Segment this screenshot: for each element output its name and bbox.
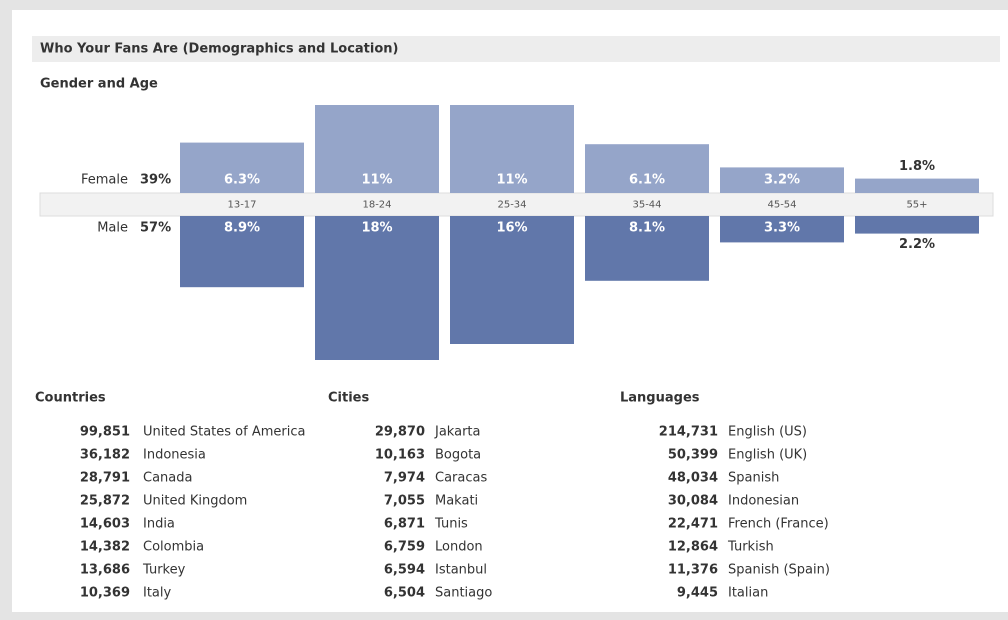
bar bbox=[450, 216, 574, 344]
series-name: Male bbox=[97, 221, 128, 236]
bar bbox=[855, 178, 979, 193]
header-bar bbox=[32, 36, 1000, 62]
bar-label: 11% bbox=[496, 173, 527, 188]
list-name: London bbox=[435, 540, 483, 555]
list-title: Languages bbox=[620, 391, 700, 406]
list-count: 28,791 bbox=[80, 471, 130, 486]
list-name: Makati bbox=[435, 494, 478, 509]
list-name: Colombia bbox=[143, 540, 204, 555]
list-count: 7,974 bbox=[384, 471, 425, 486]
list-name: Italian bbox=[728, 586, 768, 601]
list-count: 6,871 bbox=[384, 517, 425, 532]
age-label: 25-34 bbox=[497, 200, 526, 211]
bar-label: 2.2% bbox=[899, 237, 935, 252]
list-count: 14,382 bbox=[80, 540, 130, 555]
list-count: 6,594 bbox=[384, 563, 425, 578]
list-name: Tunis bbox=[434, 517, 468, 532]
list-count: 12,864 bbox=[668, 540, 718, 555]
list-count: 10,163 bbox=[375, 448, 425, 463]
list-name: Bogota bbox=[435, 448, 481, 463]
list-name: United Kingdom bbox=[143, 494, 247, 509]
list-name: English (UK) bbox=[728, 448, 807, 463]
list-count: 7,055 bbox=[384, 494, 425, 509]
list-name: Jakarta bbox=[434, 425, 480, 440]
bar bbox=[180, 216, 304, 288]
age-label: 35-44 bbox=[632, 200, 661, 211]
bar-label: 16% bbox=[496, 221, 527, 236]
bar-label: 8.1% bbox=[629, 221, 665, 236]
age-label: 45-54 bbox=[767, 200, 796, 211]
list-name: Caracas bbox=[435, 471, 487, 486]
series-name: Female bbox=[81, 173, 128, 188]
list-name: Indonesian bbox=[728, 494, 799, 509]
bar bbox=[855, 216, 979, 234]
bar bbox=[315, 216, 439, 360]
list-name: Spanish bbox=[728, 471, 779, 486]
list-name: Indonesia bbox=[143, 448, 206, 463]
list-count: 10,369 bbox=[80, 586, 130, 601]
list-count: 30,084 bbox=[668, 494, 718, 509]
bar-label: 3.2% bbox=[764, 173, 800, 188]
list-count: 214,731 bbox=[659, 425, 718, 440]
bar-label: 8.9% bbox=[224, 221, 260, 236]
list-name: Turkey bbox=[142, 563, 186, 578]
list-name: Italy bbox=[143, 586, 172, 601]
bar bbox=[585, 216, 709, 281]
bar bbox=[720, 167, 844, 193]
chart-title: Gender and Age bbox=[40, 77, 158, 92]
bar-label: 3.3% bbox=[764, 221, 800, 236]
list-count: 6,504 bbox=[384, 586, 425, 601]
bar-label: 11% bbox=[361, 173, 392, 188]
bar bbox=[585, 144, 709, 193]
list-name: Santiago bbox=[435, 586, 492, 601]
list-count: 13,686 bbox=[80, 563, 130, 578]
bar bbox=[315, 105, 439, 193]
age-label: 13-17 bbox=[227, 200, 256, 211]
list-count: 25,872 bbox=[80, 494, 130, 509]
list-count: 29,870 bbox=[375, 425, 425, 440]
header-title: Who Your Fans Are (Demographics and Loca… bbox=[40, 42, 398, 57]
list-name: Istanbul bbox=[435, 563, 487, 578]
list-name: India bbox=[143, 517, 175, 532]
bar-label: 6.3% bbox=[224, 173, 260, 188]
age-label: 55+ bbox=[906, 200, 927, 211]
list-title: Countries bbox=[35, 391, 106, 406]
bar bbox=[720, 216, 844, 243]
list-count: 14,603 bbox=[80, 517, 130, 532]
list-count: 48,034 bbox=[668, 471, 718, 486]
list-name: Turkish bbox=[727, 540, 774, 555]
list-name: United States of America bbox=[143, 425, 305, 440]
list-count: 50,399 bbox=[668, 448, 718, 463]
series-total: 57% bbox=[140, 221, 171, 236]
list-count: 9,445 bbox=[677, 586, 718, 601]
list-count: 11,376 bbox=[668, 563, 718, 578]
series-total: 39% bbox=[140, 173, 171, 188]
bar-label: 18% bbox=[361, 221, 392, 236]
age-label: 18-24 bbox=[362, 200, 391, 211]
list-count: 6,759 bbox=[384, 540, 425, 555]
bar bbox=[180, 142, 304, 193]
list-count: 22,471 bbox=[668, 517, 718, 532]
bar-label: 1.8% bbox=[899, 159, 935, 174]
list-name: Canada bbox=[143, 471, 192, 486]
list-name: Spanish (Spain) bbox=[728, 563, 830, 578]
bar-label: 6.1% bbox=[629, 173, 665, 188]
list-name: French (France) bbox=[728, 517, 829, 532]
list-count: 36,182 bbox=[80, 448, 130, 463]
list-count: 99,851 bbox=[80, 425, 130, 440]
list-name: English (US) bbox=[728, 425, 807, 440]
list-title: Cities bbox=[328, 391, 369, 406]
bar bbox=[450, 105, 574, 193]
